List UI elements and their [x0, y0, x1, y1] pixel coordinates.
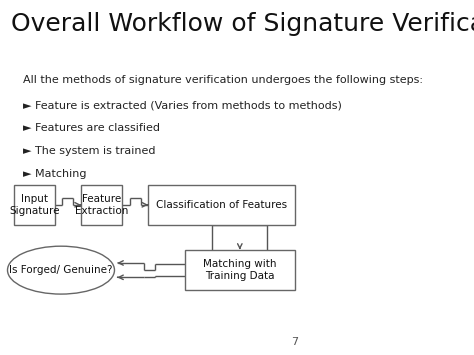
Ellipse shape — [8, 246, 115, 294]
Text: Overall Workflow of Signature Verification: Overall Workflow of Signature Verificati… — [10, 12, 474, 36]
Text: ► The system is trained: ► The system is trained — [23, 146, 155, 156]
Text: Feature
Extraction: Feature Extraction — [75, 194, 128, 215]
FancyBboxPatch shape — [14, 185, 55, 225]
Text: Matching with
Training Data: Matching with Training Data — [203, 259, 276, 281]
Text: All the methods of signature verification undergoes the following steps:: All the methods of signature verificatio… — [23, 75, 423, 85]
Text: Is Forged/ Genuine?: Is Forged/ Genuine? — [9, 265, 113, 275]
Text: Input
Signature: Input Signature — [9, 194, 60, 215]
FancyBboxPatch shape — [148, 185, 295, 225]
FancyBboxPatch shape — [185, 250, 295, 290]
Text: ► Features are classified: ► Features are classified — [23, 123, 160, 133]
Text: ► Matching: ► Matching — [23, 169, 86, 179]
FancyBboxPatch shape — [81, 185, 122, 225]
Text: 7: 7 — [291, 337, 298, 346]
Text: Classification of Features: Classification of Features — [156, 200, 287, 210]
Text: ► Feature is extracted (Varies from methods to methods): ► Feature is extracted (Varies from meth… — [23, 100, 342, 110]
